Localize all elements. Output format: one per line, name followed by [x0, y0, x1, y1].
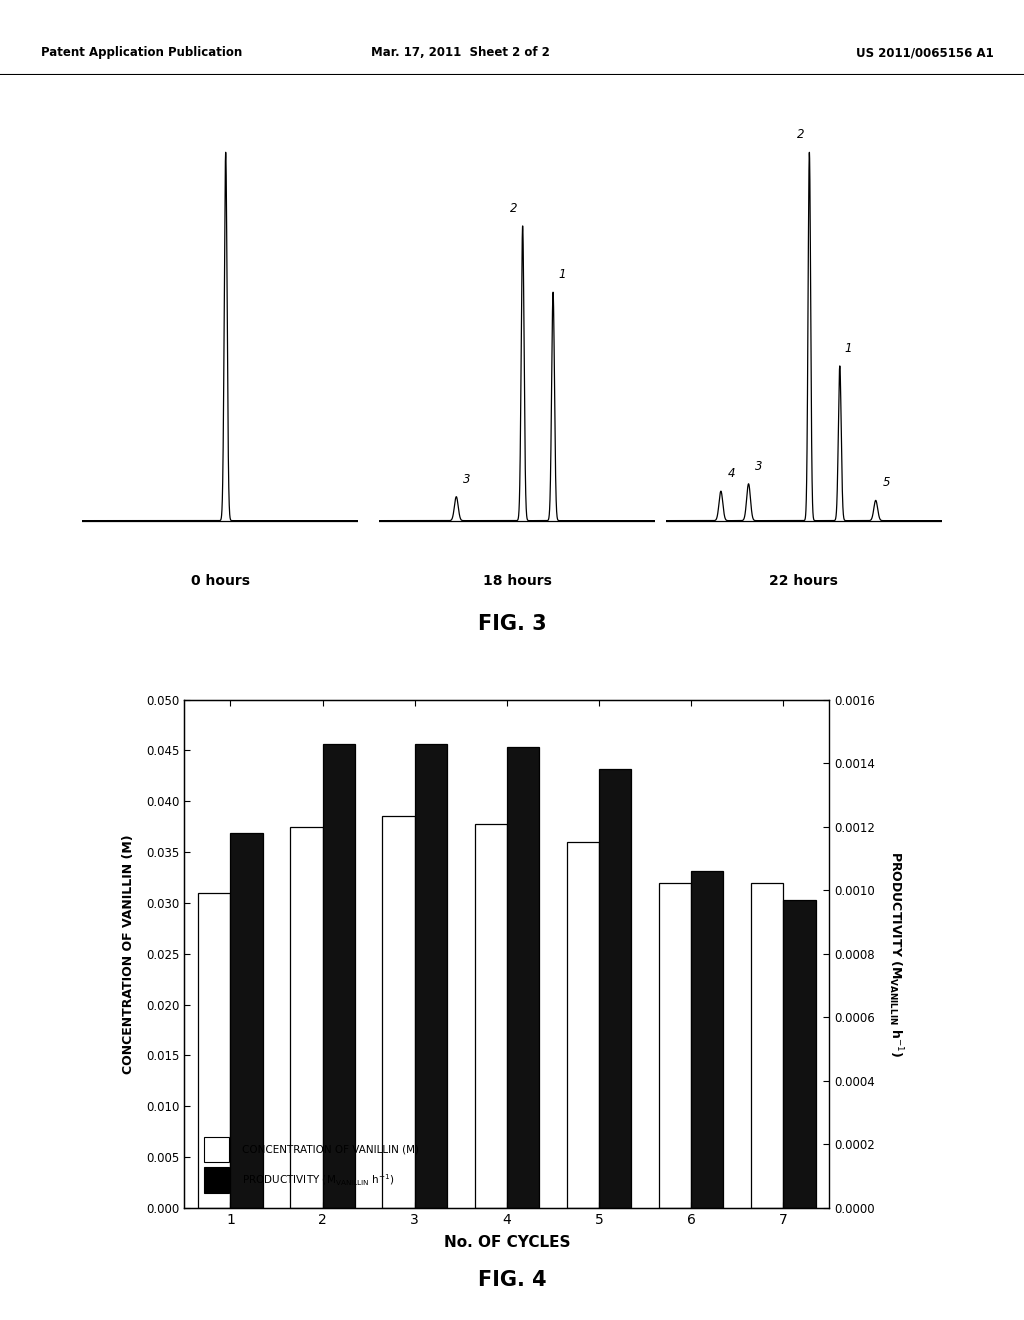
Text: 2: 2	[510, 202, 518, 215]
Bar	[291, 826, 323, 1208]
Bar	[415, 744, 446, 1208]
Bar	[752, 883, 783, 1208]
Text: Patent Application Publication: Patent Application Publication	[41, 46, 243, 59]
Bar	[507, 747, 539, 1208]
Bar	[323, 744, 354, 1208]
FancyBboxPatch shape	[204, 1137, 229, 1162]
Text: 18 hours: 18 hours	[482, 574, 552, 589]
Text: 2: 2	[798, 128, 805, 141]
Bar	[567, 842, 599, 1208]
Bar	[659, 883, 691, 1208]
Bar	[383, 817, 415, 1208]
Y-axis label: CONCENTRATION OF VANILLIN (M): CONCENTRATION OF VANILLIN (M)	[122, 834, 135, 1073]
Bar	[199, 892, 230, 1208]
FancyBboxPatch shape	[204, 1167, 229, 1192]
Text: Mar. 17, 2011  Sheet 2 of 2: Mar. 17, 2011 Sheet 2 of 2	[372, 46, 550, 59]
Bar	[599, 770, 631, 1208]
Bar	[691, 871, 723, 1208]
Text: 3: 3	[755, 459, 763, 473]
Text: 22 hours: 22 hours	[769, 574, 839, 589]
Text: PRODUCTIVITY (M$_{\mathregular{VANILLIN}}$ h$^{-1}$): PRODUCTIVITY (M$_{\mathregular{VANILLIN}…	[243, 1172, 395, 1188]
Text: 4: 4	[727, 467, 735, 480]
Text: 3: 3	[463, 473, 470, 486]
Text: 1: 1	[845, 342, 852, 355]
Text: US 2011/0065156 A1: US 2011/0065156 A1	[855, 46, 993, 59]
Text: FIG. 3: FIG. 3	[477, 614, 547, 634]
Text: 1: 1	[558, 268, 565, 281]
Y-axis label: PRODUCTIVITY (M$_{\mathregular{VANILLIN}}$ h$^{-1}$): PRODUCTIVITY (M$_{\mathregular{VANILLIN}…	[887, 850, 905, 1057]
Text: FIG. 4: FIG. 4	[477, 1270, 547, 1290]
Bar	[475, 824, 507, 1208]
Text: CONCENTRATION OF VANILLIN (M): CONCENTRATION OF VANILLIN (M)	[243, 1144, 420, 1155]
Bar	[230, 833, 262, 1208]
Text: 0 hours: 0 hours	[190, 574, 250, 589]
Bar	[783, 900, 816, 1208]
X-axis label: No. OF CYCLES: No. OF CYCLES	[443, 1236, 570, 1250]
Text: 5: 5	[883, 477, 890, 490]
